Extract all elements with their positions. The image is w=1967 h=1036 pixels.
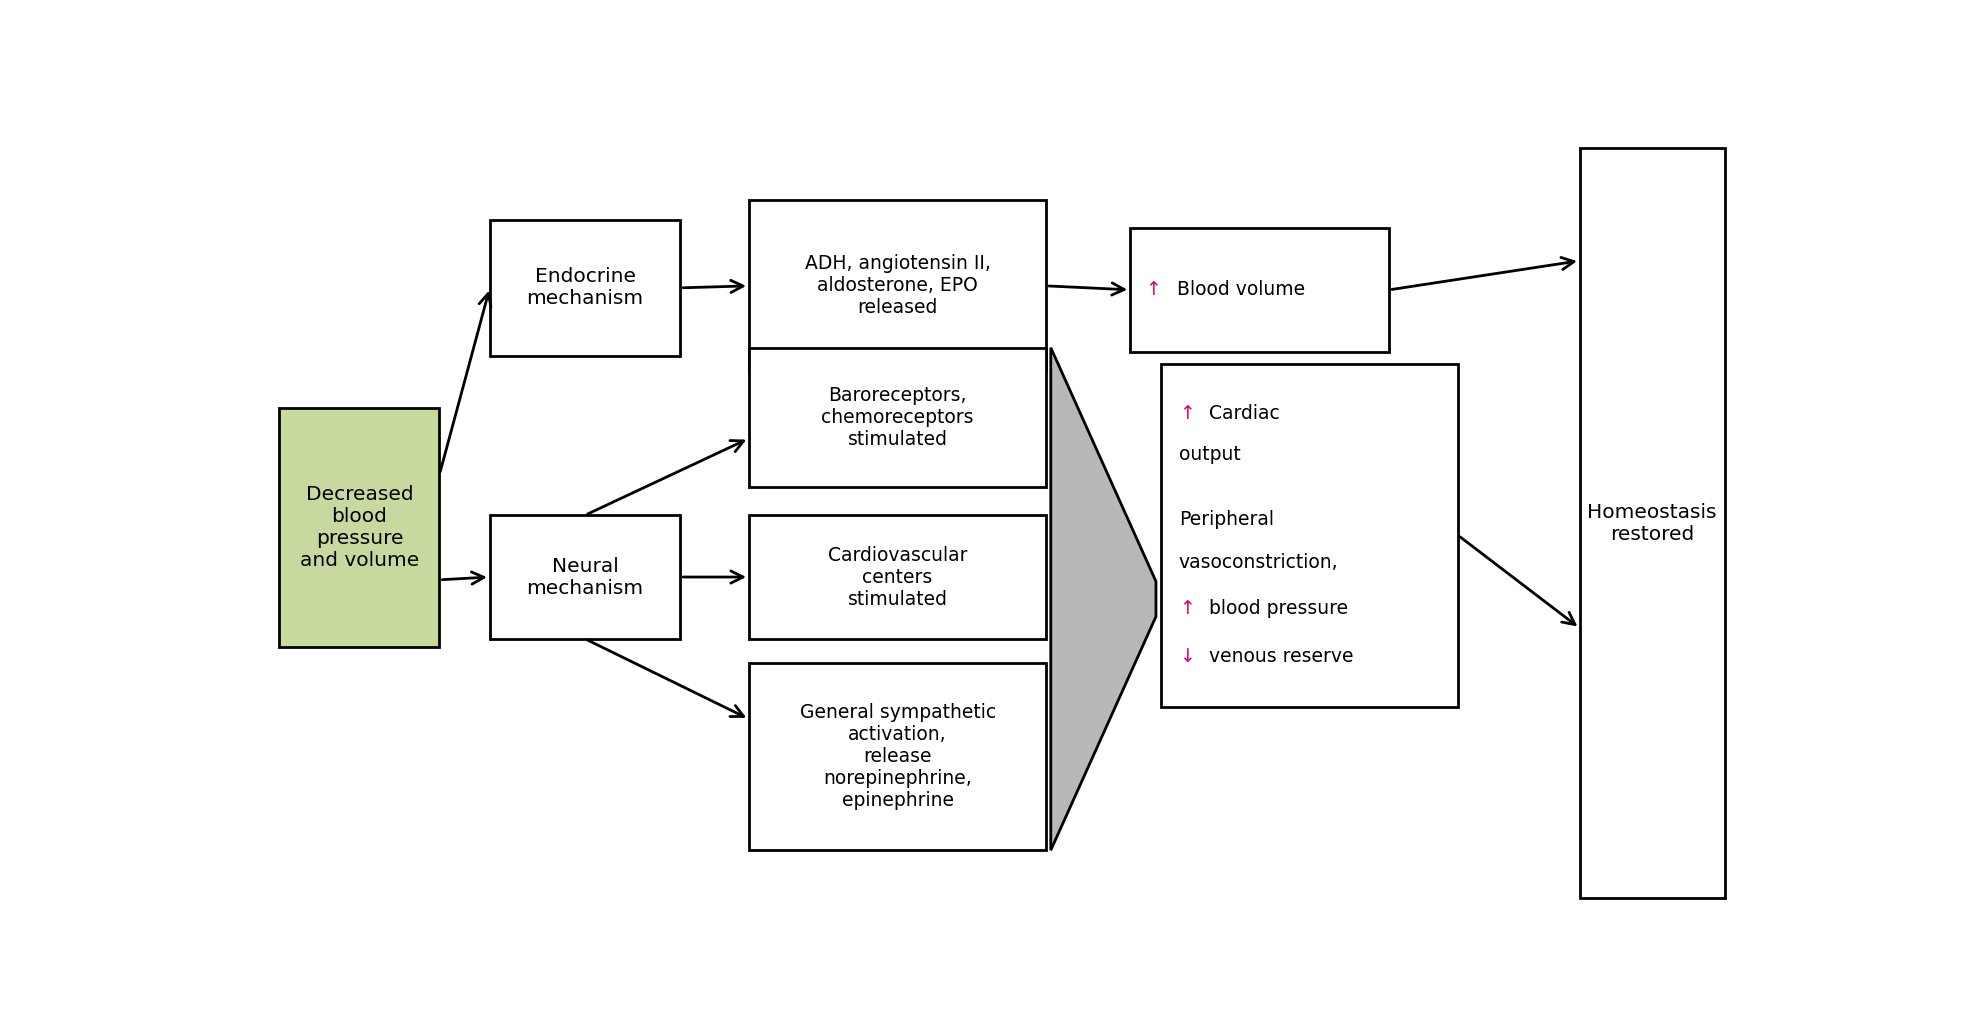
FancyBboxPatch shape [1161,364,1458,707]
Text: ↓: ↓ [1178,648,1194,666]
Text: Peripheral: Peripheral [1178,510,1275,529]
Text: Neural
mechanism: Neural mechanism [527,556,643,598]
Text: General sympathetic
activation,
release
norepinephrine,
epinephrine: General sympathetic activation, release … [799,703,995,810]
Text: Cardiac: Cardiac [1210,404,1281,423]
FancyBboxPatch shape [490,220,681,355]
Polygon shape [1050,348,1157,851]
FancyBboxPatch shape [749,663,1046,851]
Text: Endocrine
mechanism: Endocrine mechanism [527,267,643,309]
Text: Baroreceptors,
chemoreceptors
stimulated: Baroreceptors, chemoreceptors stimulated [822,386,974,449]
FancyBboxPatch shape [1129,228,1389,351]
Text: vasoconstriction,: vasoconstriction, [1178,553,1338,572]
Text: Decreased
blood
pressure
and volume: Decreased blood pressure and volume [299,485,419,570]
FancyBboxPatch shape [749,348,1046,487]
FancyBboxPatch shape [490,515,681,639]
Text: blood pressure: blood pressure [1210,600,1349,618]
Text: ↑: ↑ [1178,600,1194,618]
Text: output: output [1178,445,1241,464]
FancyBboxPatch shape [749,200,1046,372]
FancyBboxPatch shape [1580,148,1725,898]
Text: ↑: ↑ [1178,404,1194,423]
FancyBboxPatch shape [749,515,1046,639]
Text: Blood volume: Blood volume [1178,281,1306,299]
Text: venous reserve: venous reserve [1210,648,1353,666]
Text: Cardiovascular
centers
stimulated: Cardiovascular centers stimulated [828,546,968,608]
Text: ADH, angiotensin II,
aldosterone, EPO
released: ADH, angiotensin II, aldosterone, EPO re… [805,255,991,317]
Text: Homeostasis
restored: Homeostasis restored [1587,502,1717,544]
FancyBboxPatch shape [279,407,439,646]
Text: ↑: ↑ [1145,281,1161,299]
